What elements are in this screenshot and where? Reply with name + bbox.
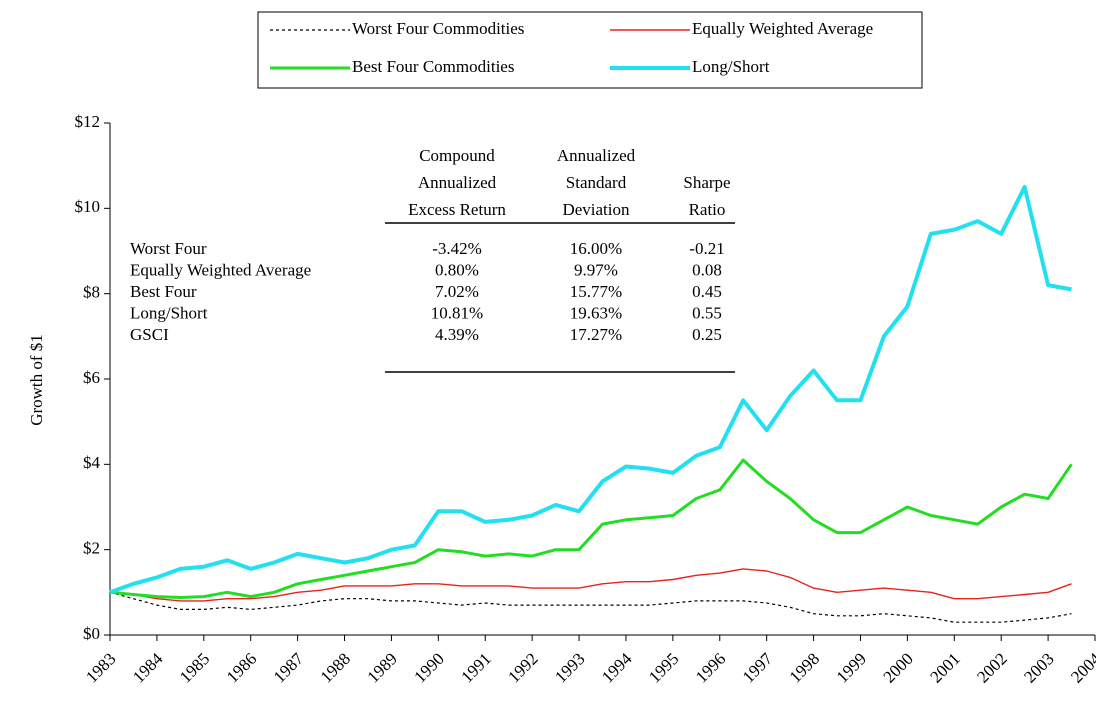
table-header: Annualized [418,173,497,192]
x-tick-label: 1992 [504,649,541,686]
x-tick-label: 1994 [598,649,636,687]
x-tick-label: 2003 [1020,649,1057,686]
x-tick-label: 1983 [82,649,119,686]
table-row-label: GSCI [130,325,169,344]
y-tick-label: $6 [83,368,100,387]
table-cell: 15.77% [570,282,622,301]
legend-label: Long/Short [692,57,770,76]
table-cell: 17.27% [570,325,622,344]
table-cell: 0.08 [692,260,722,279]
legend-label: Equally Weighted Average [692,19,873,38]
x-tick-label: 1993 [551,649,588,686]
table-cell: 4.39% [435,325,479,344]
table-cell: 0.25 [692,325,722,344]
series-line [109,458,1073,599]
y-axis-label: Growth of $1 [27,334,46,426]
table-header: Compound [419,146,495,165]
table-header: Ratio [689,200,726,219]
legend-box [257,11,923,89]
x-tick-label: 1991 [457,649,494,686]
legend-label: Worst Four Commodities [352,19,524,38]
table-cell: 10.81% [431,303,483,322]
x-tick-label: 1990 [410,649,447,686]
x-tick-label: 1986 [223,649,260,686]
y-tick-label: $8 [83,283,100,302]
x-tick-label: 1987 [270,649,308,687]
table-header: Deviation [562,200,630,219]
x-tick-label: 1988 [317,649,354,686]
table-cell: 0.45 [692,282,722,301]
x-tick-label: 1989 [364,649,401,686]
table-cell: 7.02% [435,282,479,301]
table-cell: -3.42% [432,239,482,258]
series-line [109,185,1072,595]
table-header: Annualized [557,146,636,165]
y-tick-label: $2 [83,539,100,558]
x-tick-label: 1995 [645,649,682,686]
series-line [109,568,1072,602]
table-cell: -0.21 [689,239,724,258]
x-tick-label: 1984 [129,649,167,687]
x-tick-label: 1996 [692,649,729,686]
table-cell: 9.97% [574,260,618,279]
table-row-label: Long/Short [130,303,208,322]
table-cell: 0.55 [692,303,722,322]
table-row-label: Equally Weighted Average [130,260,311,279]
y-tick-label: $4 [83,453,101,472]
x-tick-label: 2004 [1067,649,1096,687]
x-tick-label: 1998 [786,649,823,686]
x-tick-label: 2002 [973,649,1010,686]
table-header: Standard [566,173,627,192]
table-cell: 16.00% [570,239,622,258]
y-tick-label: $0 [83,624,100,643]
x-tick-label: 1997 [739,649,777,687]
x-tick-label: 2001 [926,649,963,686]
x-tick-label: 1985 [176,649,213,686]
x-tick-label: 2000 [879,649,916,686]
series-line [109,591,1072,623]
y-tick-label: $10 [75,197,101,216]
y-tick-label: $12 [75,112,101,131]
table-cell: 19.63% [570,303,622,322]
table-header: Excess Return [408,200,506,219]
table-row-label: Best Four [130,282,197,301]
legend-label: Best Four Commodities [352,57,514,76]
x-tick-label: 1999 [833,649,870,686]
table-cell: 0.80% [435,260,479,279]
table-row-label: Worst Four [130,239,207,258]
table-header: Sharpe [683,173,730,192]
